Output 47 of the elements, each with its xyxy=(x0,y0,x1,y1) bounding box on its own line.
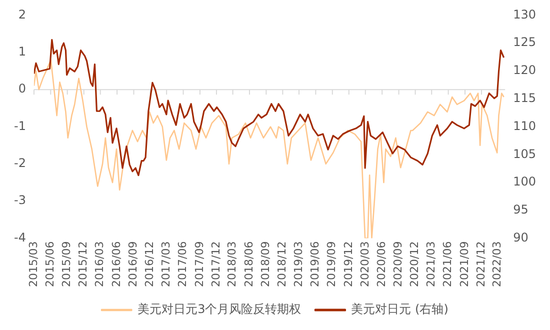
y2-tick-label: 110 xyxy=(513,118,536,133)
x-tick-label: 2016/12 xyxy=(143,241,156,288)
x-tick-label: 2020/09 xyxy=(392,241,405,288)
y2-tick-label: 125 xyxy=(513,35,536,50)
x-tick-label: 2015/09 xyxy=(60,241,74,288)
x-tick-label: 2019/03 xyxy=(292,241,305,288)
y-tick-label: -3 xyxy=(14,193,26,208)
y-tick-label: -2 xyxy=(14,156,26,170)
y2-tick-label: 120 xyxy=(513,63,536,78)
x-tick-label: 2020/12 xyxy=(408,241,422,288)
x-tick-label: 2015/12 xyxy=(76,241,90,288)
x-tick-label: 2018/09 xyxy=(259,241,272,288)
y2-tick-label: 90 xyxy=(513,230,528,244)
x-tick-label: 2017/03 xyxy=(159,241,172,288)
legend-label: 美元对日元 (右轴) xyxy=(351,302,448,316)
x-tick-label: 2017/12 xyxy=(209,241,222,288)
y2-tick-label: 115 xyxy=(513,90,536,105)
legend-label: 美元对日元3个月风险反转期权 xyxy=(138,302,302,316)
y-tick-label: 0 xyxy=(18,82,26,96)
x-tick-label: 2017/09 xyxy=(192,241,206,288)
x-tick-label: 2018/12 xyxy=(276,241,289,288)
x-tick-label: 2018/06 xyxy=(242,241,256,288)
x-tick-label: 2019/09 xyxy=(325,241,338,288)
x-tick-label: 2016/06 xyxy=(110,241,123,288)
x-tick-label: 2019/12 xyxy=(342,241,355,288)
y2-tick-label: 105 xyxy=(513,146,536,161)
y-tick-label: -1 xyxy=(14,118,26,133)
y-tick-label: -4 xyxy=(14,230,26,244)
x-tick-label: 2021/12 xyxy=(474,241,488,288)
x-tick-label: 2021/03 xyxy=(424,241,438,288)
y2-tick-label: 100 xyxy=(513,174,536,189)
x-tick-label: 2016/09 xyxy=(126,241,140,288)
x-tick-label: 2016/03 xyxy=(93,241,106,288)
y2-tick-label: 130 xyxy=(513,7,536,22)
x-tick-label: 2015/06 xyxy=(44,241,57,288)
x-tick-label: 2022/03 xyxy=(490,241,504,288)
y-tick-label: 1 xyxy=(18,44,26,59)
x-tick-label: 2020/06 xyxy=(374,241,388,288)
x-tick-label: 2017/06 xyxy=(176,241,190,288)
x-tick-label: 2020/03 xyxy=(358,241,372,288)
x-tick-label: 2019/06 xyxy=(308,241,322,288)
x-tick-label: 2018/03 xyxy=(226,241,239,288)
y2-tick-label: 95 xyxy=(513,202,528,217)
x-tick-label: 2015/03 xyxy=(26,241,40,288)
x-tick-label: 2021/09 xyxy=(458,241,471,288)
x-tick-label: 2021/06 xyxy=(441,241,454,288)
y-tick-label: 2 xyxy=(18,7,26,22)
